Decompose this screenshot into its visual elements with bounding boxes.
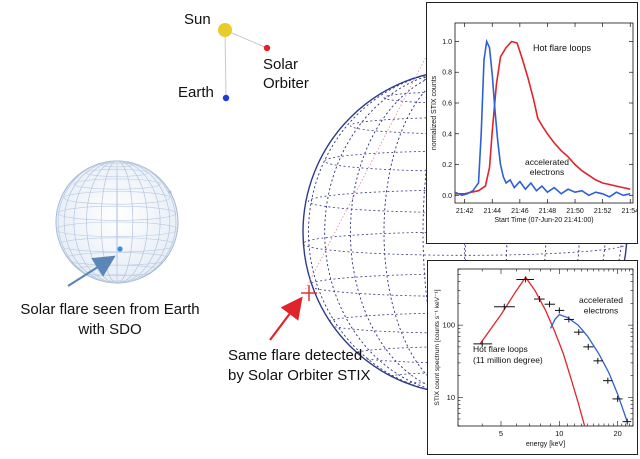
solar-orbiter-label: Solar Orbiter xyxy=(263,56,309,92)
sp-annotation-acc: accelerated electrons xyxy=(579,295,623,316)
sp-x-axis-label: energy [keV] xyxy=(526,441,565,448)
sp-x-tick-label: 20 xyxy=(613,429,621,438)
sdo-arrow xyxy=(67,255,116,287)
lc-series-acc xyxy=(454,38,631,198)
lc-y-tick-label: 0.8 xyxy=(442,70,452,77)
earth-icon xyxy=(222,94,230,102)
stix-caption: Same flare detected by Solar Orbiter STI… xyxy=(228,347,371,384)
lc-x-tick-label: 21:42 xyxy=(456,208,474,215)
lc-annotation-hot: Hot flare loops xyxy=(533,43,592,53)
earth-label: Earth xyxy=(178,84,214,101)
latitude-line xyxy=(73,178,161,190)
sp-y-tick-label: 100 xyxy=(442,321,455,330)
latitude-line xyxy=(56,221,178,237)
lc-y-tick-label: 0.6 xyxy=(442,101,452,108)
longitude-line xyxy=(63,161,171,283)
sdo-caption: Solar flare seen from Earth with SDO xyxy=(20,301,200,338)
lc-plot-frame xyxy=(454,22,634,204)
sp-series-hot xyxy=(479,276,586,427)
sp-plot-frame xyxy=(457,268,634,427)
lc-y-tick-label: 1.0 xyxy=(442,39,452,46)
sun-label: Sun xyxy=(184,11,211,28)
lc-y-tick-label: 0.0 xyxy=(442,193,452,200)
sp-annotation-hot: Hot flare loops (11 million degree) xyxy=(473,344,543,365)
longitude-line xyxy=(57,161,177,283)
latitude-line xyxy=(303,231,627,256)
sp-y-tick-label: 10 xyxy=(447,393,455,402)
lc-x-tick-label: 21:50 xyxy=(566,208,584,215)
sun-earth-line xyxy=(224,29,227,99)
longitude-line xyxy=(116,161,118,283)
orbit-diagram xyxy=(218,23,271,102)
sun-icon xyxy=(218,23,232,37)
sun-orbiter-line xyxy=(224,29,268,49)
lightcurve-panel: 0.0 0.2 0.4 0.6 0.8 1.0 21:42 21:44 21:46 21:48 21… xyxy=(426,2,639,244)
longitude-line xyxy=(86,161,148,283)
stix-arrow xyxy=(269,296,303,341)
lc-x-tick-label: 21:46 xyxy=(511,208,529,215)
spectrum-panel: 10 100 5 10 20 energy [keV] STIX count spectru… xyxy=(427,260,638,455)
sp-x-tick-label: 5 xyxy=(499,429,503,438)
lc-x-tick-label: 21:48 xyxy=(539,208,557,215)
longitude-line xyxy=(73,161,161,283)
latitude-line xyxy=(57,205,177,221)
spectrum-chart: 10 100 5 10 20 energy [keV] STIX count spectru… xyxy=(434,268,634,448)
lc-y-tick-label: 0.2 xyxy=(442,162,452,169)
flare-spot-sdo xyxy=(117,246,123,252)
lc-annotation-acc: accelerated electrons xyxy=(525,157,569,177)
lc-y-axis-label: normalized STIX counts xyxy=(431,75,438,150)
sp-x-tick-label: 10 xyxy=(555,429,563,438)
lc-x-tick-label: 21:54 xyxy=(621,208,637,215)
lc-x-tick-label: 21:44 xyxy=(483,208,501,215)
latitude-line xyxy=(86,168,148,177)
sp-y-axis-label: STIX count spectrum [counts s⁻¹ keV⁻¹] xyxy=(434,289,441,405)
longitude-line xyxy=(100,161,134,283)
lightcurve-chart: 0.0 0.2 0.4 0.6 0.8 1.0 21:42 21:44 21:46 21:48 21… xyxy=(431,22,639,224)
latitude-line xyxy=(63,191,171,205)
lc-x-tick-label: 21:52 xyxy=(594,208,612,215)
flare-marker-stix xyxy=(301,285,317,301)
sdo-sun-disk xyxy=(55,160,179,284)
lc-series-hot xyxy=(455,40,631,195)
lc-x-axis-label: Start Time (07-Jun-20 21:41:00) xyxy=(494,217,593,224)
lc-y-tick-label: 0.4 xyxy=(442,131,452,138)
solar-orbiter-icon xyxy=(263,44,271,52)
sp-series-acc xyxy=(549,313,628,422)
